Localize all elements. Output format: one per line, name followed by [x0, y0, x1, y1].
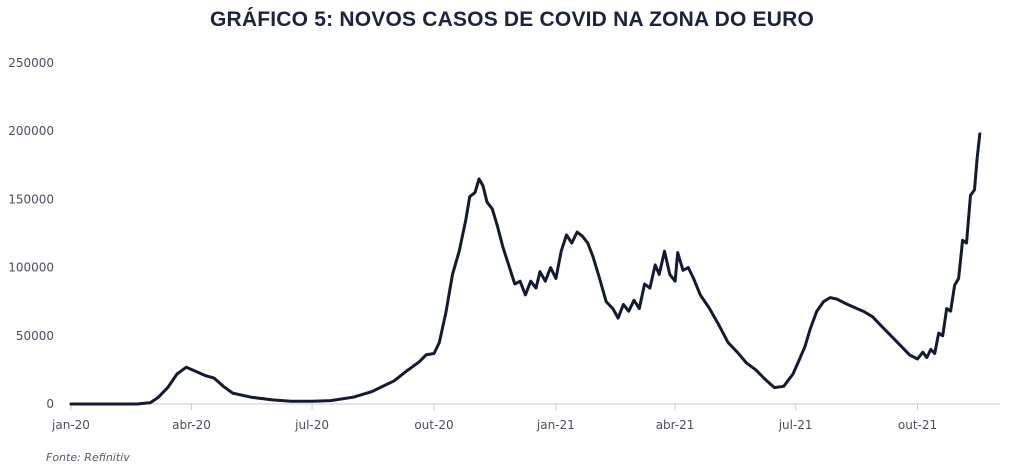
y-tick-label: 250000	[8, 56, 54, 70]
x-tick-label: out-21	[898, 418, 937, 432]
y-tick-label: 100000	[8, 261, 54, 275]
x-tick-label: jan-20	[51, 418, 90, 432]
x-tick-label: jul-21	[778, 418, 813, 432]
x-tick-label: jan-21	[536, 418, 575, 432]
source-note: Fonte: Refinitiv	[46, 451, 130, 464]
y-tick-label: 50000	[16, 329, 54, 343]
x-axis-labels: jan-20 abr-20 jul-20 out-20 jan-21 abr-21 jul-…	[51, 418, 937, 432]
x-axis-ticks	[70, 404, 919, 410]
series-line	[69, 132, 982, 406]
x-tick-label: abr-21	[656, 418, 695, 432]
chart-title: GRÁFICO 5: NOVOS CASOS DE COVID NA ZONA …	[209, 8, 815, 31]
x-tick-label: out-20	[414, 418, 453, 432]
y-tick-label: 200000	[8, 124, 54, 138]
y-tick-label: 0	[46, 397, 54, 411]
x-tick-label: jul-20	[294, 418, 329, 432]
y-axis-labels: 0 50000 100000 150000 200000 250000	[8, 56, 54, 411]
y-tick-label: 150000	[8, 192, 54, 206]
x-tick-label: abr-20	[172, 418, 211, 432]
